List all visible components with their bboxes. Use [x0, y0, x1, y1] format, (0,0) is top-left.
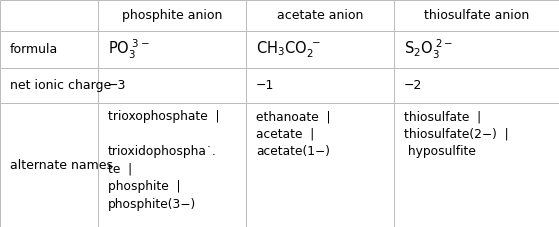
Bar — [98, 68, 246, 103]
Text: −2: −2 — [404, 79, 423, 92]
Bar — [0, 31, 98, 68]
Bar — [246, 0, 394, 31]
Bar — [246, 31, 394, 68]
Bar — [98, 31, 246, 68]
Text: net ionic charge: net ionic charge — [10, 79, 111, 92]
Bar — [394, 68, 559, 103]
Bar — [394, 31, 559, 68]
Text: CH$_3$CO$_2^{\ -}$: CH$_3$CO$_2^{\ -}$ — [256, 39, 321, 60]
Bar — [0, 103, 98, 227]
Bar — [394, 103, 559, 227]
Bar — [0, 68, 98, 103]
Text: thiosulfate  |
thiosulfate(2−)  |
 hyposulfite: thiosulfate | thiosulfate(2−) | hyposulf… — [404, 110, 509, 158]
Bar — [98, 103, 246, 227]
Text: thiosulfate anion: thiosulfate anion — [424, 9, 529, 22]
Bar — [0, 0, 98, 31]
Text: phosphite anion: phosphite anion — [122, 9, 222, 22]
Text: −3: −3 — [108, 79, 126, 92]
Bar — [246, 68, 394, 103]
Text: trioxophosphate  |

trioxidophospha˙.
te  |
phosphite  |
phosphite(3−): trioxophosphate | trioxidophospha˙. te |… — [108, 110, 219, 211]
Bar — [246, 103, 394, 227]
Bar — [98, 0, 246, 31]
Text: ethanoate  |
acetate  |
acetate(1−): ethanoate | acetate | acetate(1−) — [256, 110, 330, 158]
Text: S$_2$O$_3^{\ 2-}$: S$_2$O$_3^{\ 2-}$ — [404, 38, 453, 61]
Text: PO$_3^{\ 3-}$: PO$_3^{\ 3-}$ — [108, 38, 150, 61]
Bar — [394, 0, 559, 31]
Text: alternate names: alternate names — [10, 159, 113, 172]
Text: acetate anion: acetate anion — [277, 9, 363, 22]
Text: formula: formula — [10, 43, 58, 56]
Text: −1: −1 — [256, 79, 274, 92]
